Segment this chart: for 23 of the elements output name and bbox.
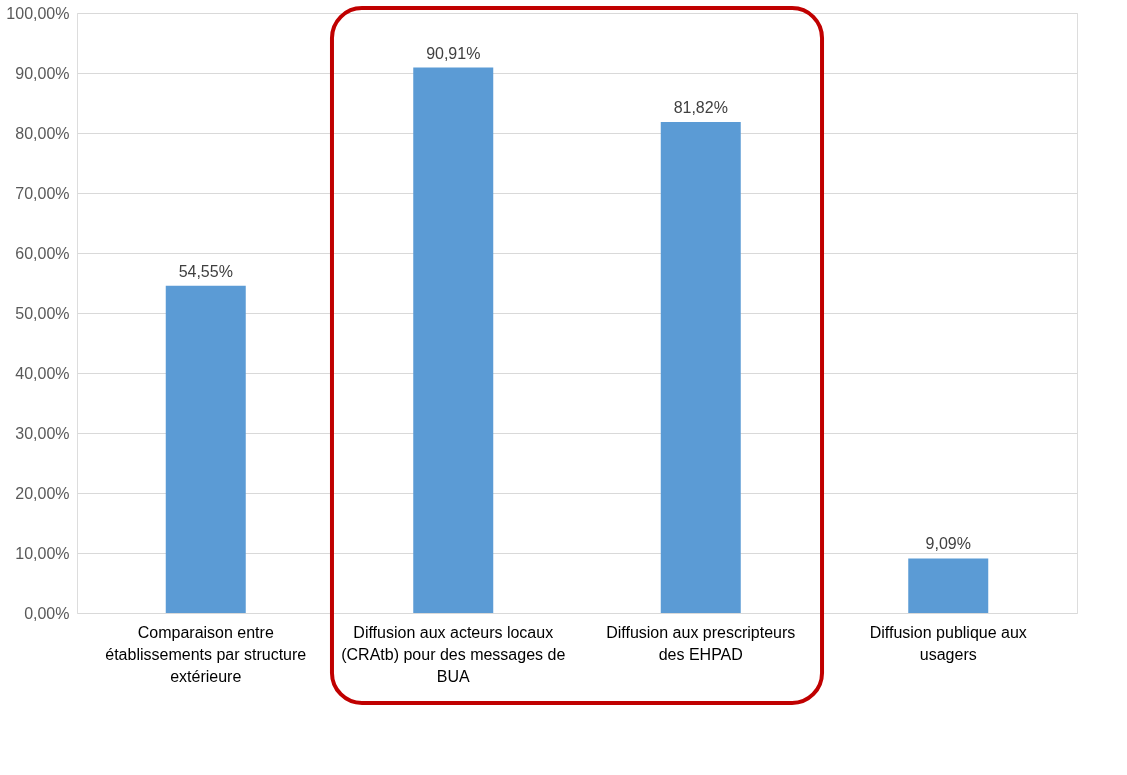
bar [908,558,989,613]
x-tick-label: Diffusion aux prescripteurs des EHPAD [606,624,796,663]
data-label: 9,09% [925,535,971,553]
data-label: 81,82% [673,99,728,117]
data-label: 90,91% [426,44,481,62]
y-tick-label: 20,00% [15,484,70,502]
y-tick-label: 40,00% [15,364,70,382]
x-tick-label: Comparaison entre établissements par structure extérieure [105,624,307,685]
y-tick-label: 0,00% [24,604,70,622]
bar [165,285,246,613]
data-label: 54,55% [178,262,233,280]
y-tick-label: 50,00% [15,304,70,322]
x-tick-label: Diffusion aux acteurs locaux (CRAtb) pour des messages de BUA [341,624,566,685]
y-tick-label: 60,00% [15,244,70,262]
y-tick-label: 10,00% [15,544,70,562]
y-tick-label: 100,00% [6,4,70,22]
y-tick-label: 90,00% [15,64,70,82]
bar [413,67,494,613]
x-tick-label: Diffusion publique aux usagers [869,624,1027,663]
y-tick-label: 70,00% [15,184,70,202]
bar [660,122,741,613]
y-tick-label: 30,00% [15,424,70,442]
y-tick-label: 80,00% [15,124,70,142]
